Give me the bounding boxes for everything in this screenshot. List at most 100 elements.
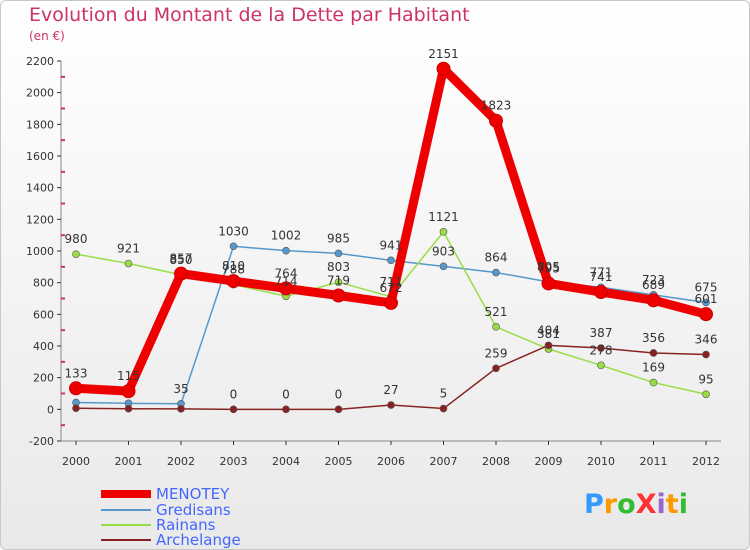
data-label: 1823	[481, 99, 512, 113]
data-label: 1121	[428, 210, 459, 224]
x-tick-label: 2007	[430, 455, 458, 468]
data-label: 723	[642, 273, 665, 287]
data-label: 381	[537, 327, 560, 341]
point-menotey	[226, 274, 241, 289]
data-label: 0	[335, 387, 343, 401]
data-label: 857	[170, 252, 193, 266]
data-label: 850	[170, 253, 193, 267]
legend-swatch-menotey	[101, 490, 151, 498]
data-label: 711	[380, 275, 403, 289]
legend-swatch-gredisans	[101, 509, 151, 511]
y-tick-label: 1800	[26, 118, 54, 131]
x-tick-label: 2000	[62, 455, 90, 468]
point-rainans	[72, 250, 80, 258]
point-archelange	[387, 401, 395, 409]
point-rainans	[597, 361, 605, 370]
point-rainans	[334, 278, 343, 286]
x-tick-label: 2002	[167, 455, 195, 468]
y-tick-label: 1000	[26, 245, 54, 258]
data-label: 985	[327, 231, 350, 245]
point-menotey	[69, 381, 83, 396]
data-label: 719	[327, 273, 350, 287]
chart-title: Evolution du Montant de la Dette par Hab…	[29, 4, 470, 26]
point-menotey	[541, 276, 556, 291]
point-menotey	[121, 384, 136, 399]
point-rainans	[492, 323, 500, 331]
data-label: 0	[230, 387, 238, 401]
point-menotey	[331, 288, 346, 303]
point-archelange	[282, 405, 290, 414]
point-gredisans	[282, 246, 290, 255]
point-menotey	[699, 307, 713, 322]
point-archelange	[72, 404, 80, 413]
point-gredisans	[439, 262, 448, 271]
point-menotey	[436, 61, 451, 76]
point-gredisans	[702, 298, 710, 307]
y-tick-label: 2200	[26, 55, 54, 68]
data-label: 805	[537, 260, 560, 274]
data-label: 689	[642, 278, 665, 292]
x-tick-label: 2012	[692, 455, 720, 468]
data-label: 675	[695, 280, 718, 294]
x-tick-label: 2005	[325, 455, 353, 468]
x-tick-label: 2004	[272, 455, 300, 468]
x-tick-label: 2008	[482, 455, 510, 468]
point-archelange	[702, 350, 710, 359]
y-tick-label: 1600	[26, 150, 54, 163]
point-archelange	[649, 349, 658, 357]
point-menotey	[646, 293, 661, 308]
data-label: 35	[173, 382, 188, 396]
data-label: 346	[695, 333, 718, 347]
chart-subtitle: (en €)	[29, 29, 65, 43]
data-label: 259	[485, 346, 508, 360]
data-label: 864	[485, 251, 508, 265]
data-label: 741	[590, 270, 613, 284]
data-label: 601	[695, 292, 718, 306]
data-label: 810	[222, 259, 245, 273]
x-tick-label: 2001	[115, 455, 143, 468]
point-gredisans	[229, 242, 238, 251]
x-tick-label: 2009	[535, 455, 563, 468]
data-label: 2151	[428, 47, 459, 61]
point-menotey	[279, 281, 293, 296]
point-gredisans	[492, 268, 500, 277]
x-tick-label: 2003	[220, 455, 248, 468]
x-tick-label: 2011	[640, 455, 668, 468]
point-rainans	[439, 228, 448, 236]
y-tick-label: 0	[47, 403, 54, 416]
point-rainans	[702, 390, 710, 399]
data-label: 921	[117, 242, 140, 256]
data-label: 95	[698, 372, 713, 386]
legend-swatch-archelange	[101, 539, 151, 541]
data-label: 169	[642, 361, 665, 375]
data-label: 5	[440, 387, 448, 401]
y-tick-label: 1400	[26, 182, 54, 195]
y-tick-label: 1200	[26, 213, 54, 226]
point-archelange	[492, 364, 500, 373]
point-gredisans	[334, 249, 343, 258]
data-label: 1030	[218, 224, 249, 238]
data-label: 980	[65, 232, 88, 246]
legend-label-menotey: MENOTEY	[156, 485, 230, 503]
y-tick-label: 2000	[26, 87, 54, 100]
y-tick-label: 800	[33, 277, 54, 290]
y-tick-label: 600	[33, 308, 54, 321]
point-rainans	[124, 259, 133, 268]
point-archelange	[439, 404, 448, 413]
data-label: 764	[275, 266, 298, 280]
y-tick-label: 200	[33, 372, 54, 385]
data-label: 1002	[271, 229, 302, 243]
point-menotey	[594, 285, 608, 300]
legend-label-rainans: Rainans	[156, 516, 216, 534]
data-label: 115	[117, 369, 140, 383]
point-archelange	[124, 404, 133, 413]
point-menotey	[384, 295, 398, 310]
data-label: 521	[485, 305, 508, 319]
data-label: 771	[590, 265, 613, 279]
point-menotey	[489, 113, 503, 128]
data-label: 941	[380, 238, 403, 252]
point-archelange	[177, 405, 185, 413]
point-archelange	[334, 405, 343, 414]
